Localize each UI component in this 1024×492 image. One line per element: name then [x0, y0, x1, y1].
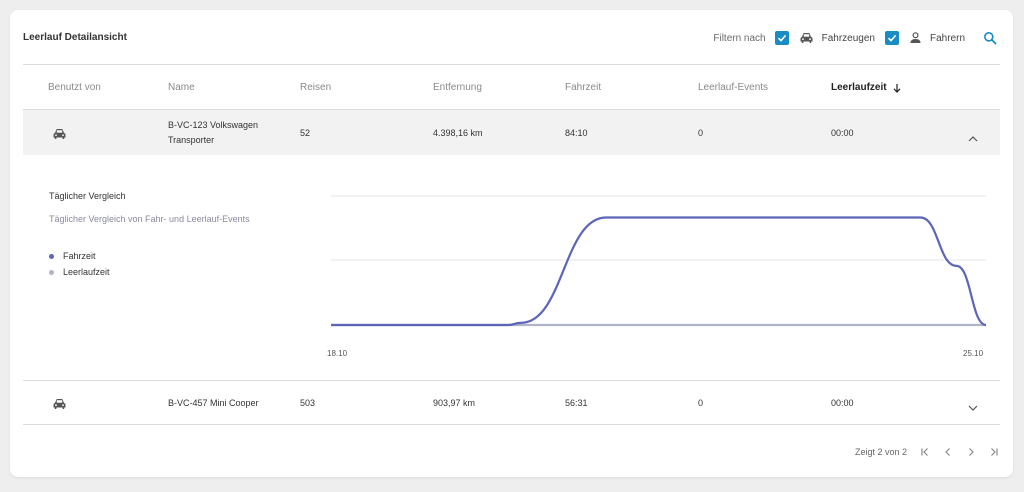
car-icon — [52, 127, 67, 145]
idle-events-value: 0 — [698, 128, 704, 138]
filter-vehicles-checkbox[interactable] — [774, 31, 789, 45]
legend-item-drive-time: Fahrzeit — [49, 251, 96, 261]
detail-title: Täglicher Vergleich — [49, 191, 126, 201]
page-title: Leerlauf Detailansicht — [23, 32, 127, 43]
pagination-summary: Zeigt 2 von 2 — [854, 447, 907, 457]
trips-value: 503 — [300, 398, 316, 408]
person-icon — [909, 32, 922, 44]
legend-item-idle-time: Leerlaufzeit — [49, 267, 110, 277]
filter-bar: Filtern nach Fahrzeugen Fahrern — [713, 29, 997, 47]
car-icon — [799, 32, 814, 44]
column-header-idle-events[interactable]: Leerlauf-Events — [698, 82, 769, 93]
column-header-idle-time[interactable]: Leerlaufzeit — [831, 82, 901, 93]
search-icon[interactable] — [983, 31, 997, 45]
pagination: Zeigt 2 von 2 — [855, 447, 999, 457]
collapse-chevron-up-icon[interactable] — [968, 129, 978, 147]
first-page-icon[interactable] — [920, 447, 930, 457]
filter-drivers-label: Fahrern — [929, 32, 965, 44]
x-tick-label: 18.10 — [327, 349, 348, 358]
vehicle-name-line1: B-VC-123 Volkswagen — [168, 120, 259, 130]
column-header-used-by[interactable]: Benutzt von — [48, 82, 101, 93]
next-page-icon[interactable] — [966, 447, 976, 457]
column-header-drive-time[interactable]: Fahrzeit — [565, 82, 602, 93]
idle-time-value: 00:00 — [831, 398, 854, 408]
legend-dot — [49, 269, 54, 275]
column-header-trips[interactable]: Reisen — [300, 82, 332, 93]
idle-events-value: 0 — [698, 398, 704, 408]
row-divider — [23, 424, 1000, 425]
legend-label: Fahrzeit — [63, 251, 96, 261]
vehicle-name: B-VC-123 Volkswagen Transporter — [168, 118, 258, 148]
legend-label: Leerlaufzeit — [63, 267, 110, 277]
x-tick-label: 25.10 — [963, 349, 984, 358]
series-line-drive-time — [330, 216, 987, 327]
column-header-distance[interactable]: Entfernung — [433, 82, 482, 93]
filter-vehicles-label: Fahrzeugen — [821, 32, 875, 44]
detail-subtitle: Täglicher Vergleich von Fahr- und Leerla… — [49, 214, 250, 224]
idle-detail-card: Leerlauf Detailansicht Filtern nach Fahr… — [10, 10, 1013, 477]
previous-page-icon[interactable] — [943, 447, 953, 457]
car-icon — [52, 397, 67, 415]
column-header-idle-time-label: Leerlaufzeit — [831, 82, 887, 93]
filter-drivers-checkbox[interactable] — [884, 31, 899, 45]
vehicle-name-line2: Transporter — [168, 135, 215, 145]
table-row-expanded[interactable] — [23, 110, 1000, 155]
header-divider — [23, 64, 1000, 65]
last-page-icon[interactable] — [989, 447, 999, 457]
column-header-name[interactable]: Name — [168, 82, 195, 93]
vehicle-name: B-VC-457 Mini Cooper — [168, 398, 259, 408]
distance-value: 4.398,16 km — [433, 128, 483, 138]
trips-value: 52 — [300, 128, 311, 138]
column-header-divider — [23, 109, 1000, 110]
drive-time-value: 84:10 — [565, 128, 588, 138]
filter-label: Filtern nach — [713, 32, 766, 44]
daily-comparison-chart — [330, 195, 987, 327]
drive-time-value: 56:31 — [565, 398, 588, 408]
idle-time-value: 00:00 — [831, 128, 854, 138]
expand-chevron-down-icon[interactable] — [968, 399, 978, 417]
row-divider — [23, 380, 1000, 381]
card-header: Leerlauf Detailansicht Filtern nach Fahr… — [10, 10, 1013, 64]
sort-desc-icon — [893, 83, 901, 93]
distance-value: 903,97 km — [433, 398, 476, 408]
legend-dot — [49, 253, 54, 259]
